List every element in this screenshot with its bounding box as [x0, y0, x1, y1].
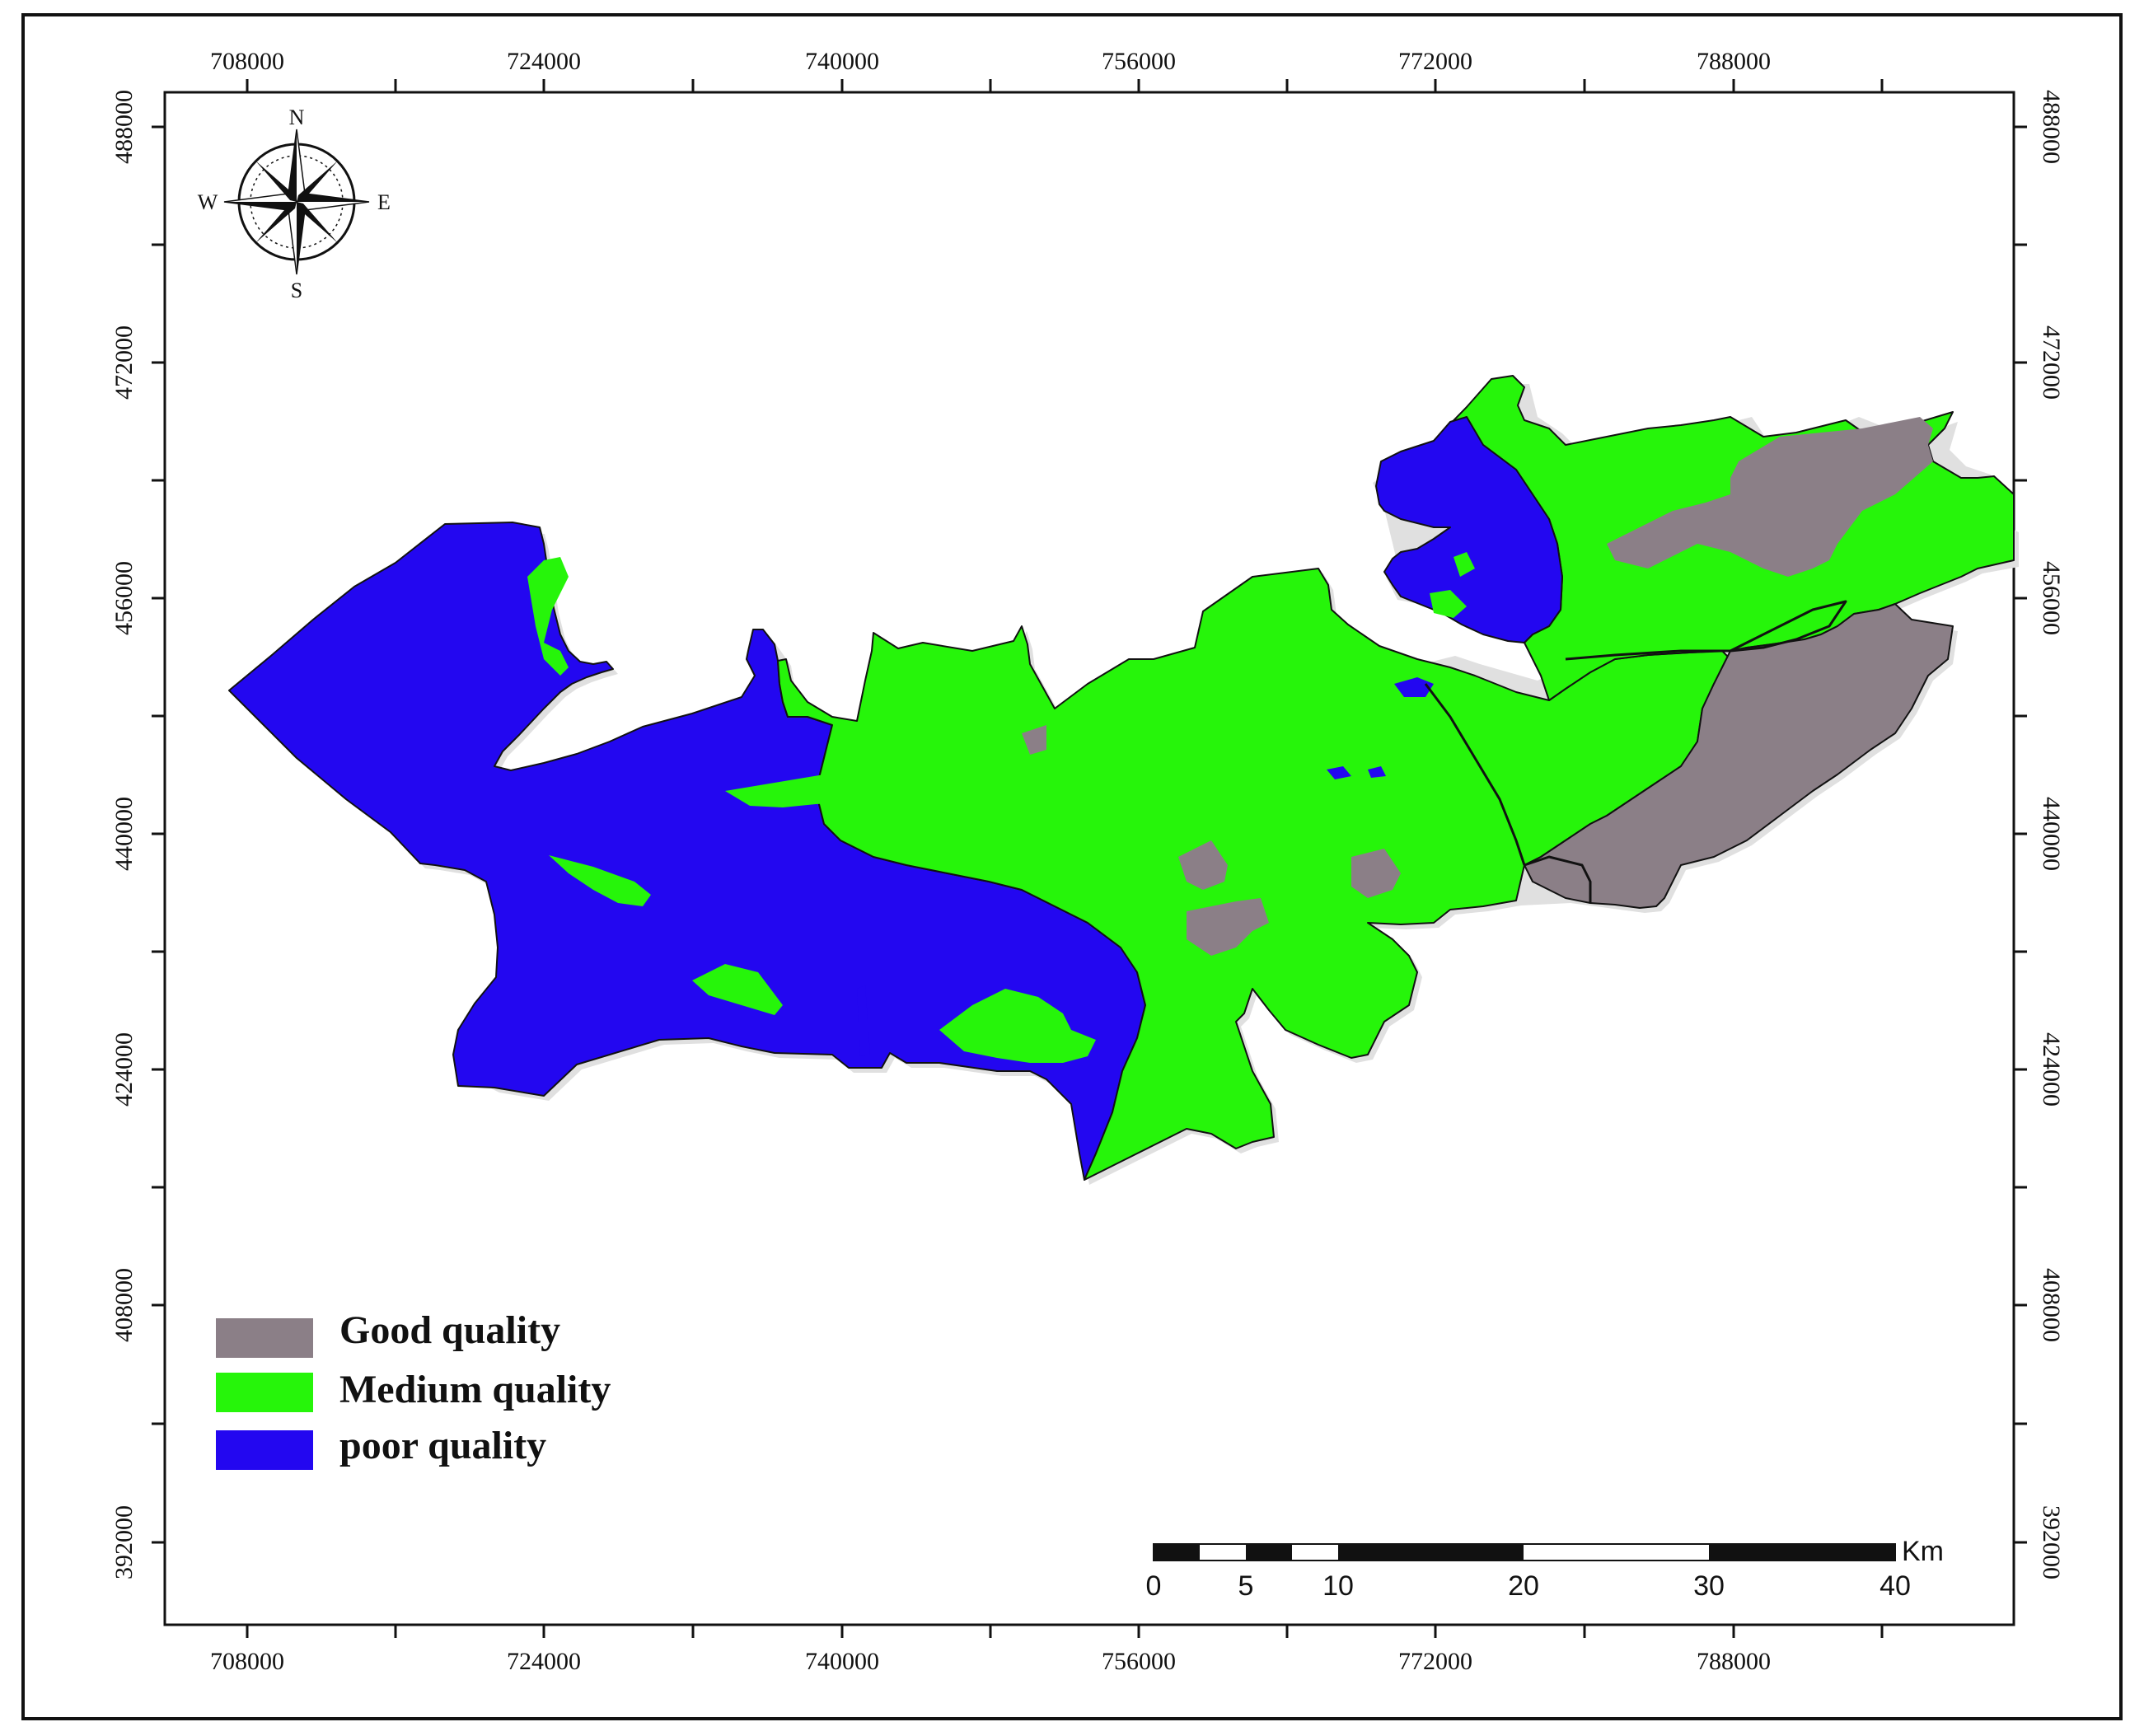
y-tick-label: 440000 — [110, 797, 138, 871]
y-tick-label: 392000 — [110, 1505, 138, 1579]
scale-segment — [1338, 1544, 1524, 1561]
region-good-patch — [1351, 849, 1401, 898]
legend-label-good: Good quality — [339, 1308, 560, 1352]
compass-point-se — [297, 202, 338, 243]
y-tick-label: 456000 — [110, 561, 138, 635]
scale-label: 0 — [1146, 1570, 1162, 1602]
x-tick-label: 772000 — [1398, 1648, 1472, 1675]
legend-swatch-poor — [216, 1430, 313, 1470]
compass-point-sw — [255, 202, 297, 243]
region-poor-patch — [1368, 766, 1386, 778]
y-tick-label: 424000 — [110, 1032, 138, 1107]
compass-label-w: W — [198, 190, 218, 214]
scale-label: 20 — [1508, 1570, 1539, 1602]
y-tick-label: 392000 — [2038, 1505, 2065, 1579]
x-tick-label: 740000 — [805, 48, 879, 75]
compass-point-nw — [255, 161, 297, 202]
y-tick-label: 440000 — [2038, 797, 2065, 871]
region-poor-patch — [1394, 677, 1434, 697]
region-poor-patch — [857, 985, 870, 1056]
region-medium-patch — [1454, 552, 1475, 577]
x-tick-label: 708000 — [210, 1648, 284, 1675]
scale-label: 5 — [1238, 1570, 1254, 1602]
scale-label: 10 — [1322, 1570, 1354, 1602]
x-tick-label: 788000 — [1697, 1648, 1771, 1675]
legend-label-poor: poor quality — [339, 1424, 546, 1467]
y-tick-label: 472000 — [110, 325, 138, 400]
region-medium-patch — [939, 989, 1096, 1063]
scale-bar: Km 0 5 10 20 30 40 — [1146, 1536, 1944, 1602]
x-tick-label: 708000 — [210, 48, 284, 75]
boundary-line — [1424, 683, 1526, 866]
scale-segment — [1154, 1544, 1200, 1561]
legend-swatch-good — [216, 1318, 313, 1358]
legend-label-medium: Medium quality — [339, 1368, 611, 1411]
compass-label-s: S — [291, 278, 302, 302]
y-tick-label: 408000 — [110, 1268, 138, 1342]
north-arrow: N S E W — [198, 105, 391, 302]
compass-label-n: N — [289, 105, 305, 129]
x-tick-label: 756000 — [1102, 1648, 1176, 1675]
region-medium-patch — [1430, 590, 1467, 618]
region-poor-north — [1375, 416, 1563, 643]
axis-ticks — [152, 79, 2027, 1638]
region-good-northeast — [1607, 417, 1933, 577]
scale-unit: Km — [1902, 1536, 1944, 1567]
region-good-east — [1524, 603, 1954, 909]
x-tick-labels-bottom: 708000 724000 740000 756000 772000 78800… — [210, 1648, 1771, 1675]
x-tick-label: 788000 — [1697, 48, 1771, 75]
y-tick-labels-right: 488000 472000 456000 440000 424000 40800… — [2038, 90, 2065, 1579]
compass-label-e: E — [377, 190, 391, 214]
region-poor-patch — [1327, 766, 1351, 779]
boundary-line — [1524, 855, 1592, 903]
legend: Good quality Medium quality poor quality — [216, 1308, 611, 1470]
region-good-patch — [1187, 898, 1269, 956]
outer-frame — [21, 13, 2123, 1720]
x-tick-label: 756000 — [1102, 48, 1176, 75]
y-tick-labels-left: 488000 472000 456000 440000 424000 40800… — [110, 90, 138, 1579]
region-medium-patch — [725, 774, 890, 807]
y-tick-label: 408000 — [2038, 1268, 2065, 1342]
y-tick-label: 488000 — [110, 90, 138, 164]
compass-point-ne — [297, 161, 338, 202]
x-tick-label: 772000 — [1398, 48, 1472, 75]
region-medium-patch — [527, 557, 569, 676]
x-tick-labels-top: 708000 724000 740000 756000 772000 78800… — [210, 48, 1771, 75]
scale-label: 30 — [1693, 1570, 1725, 1602]
y-tick-label: 424000 — [2038, 1032, 2065, 1107]
region-medium-patch — [549, 855, 651, 906]
y-tick-label: 456000 — [2038, 561, 2065, 635]
region-good-patch — [1022, 725, 1046, 755]
legend-swatch-medium — [216, 1373, 313, 1412]
y-tick-label: 472000 — [2038, 325, 2065, 400]
region-good-patch — [1178, 840, 1228, 890]
boundary-line — [1565, 600, 1847, 661]
scale-segment — [1246, 1544, 1292, 1561]
x-tick-label: 724000 — [507, 48, 581, 75]
scale-segment — [1709, 1544, 1895, 1561]
map-regions — [228, 375, 2019, 1185]
x-tick-label: 740000 — [805, 1648, 879, 1675]
x-tick-label: 724000 — [507, 1648, 581, 1675]
region-medium-central — [777, 568, 1731, 1181]
region-medium-patch — [692, 964, 783, 1015]
y-tick-label: 488000 — [2038, 90, 2065, 164]
scale-label: 40 — [1880, 1570, 1911, 1602]
